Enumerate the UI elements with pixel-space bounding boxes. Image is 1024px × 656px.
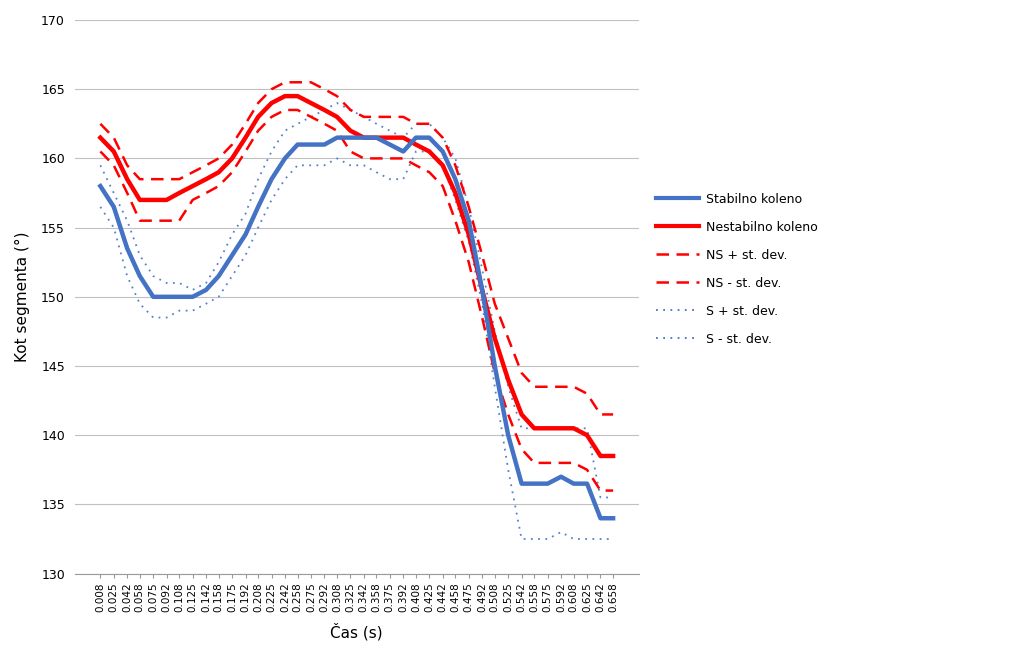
X-axis label: Čas (s): Čas (s) xyxy=(331,623,383,641)
Legend: Stabilno koleno, Nestabilno koleno, NS + st. dev., NS - st. dev., S + st. dev., : Stabilno koleno, Nestabilno koleno, NS +… xyxy=(650,188,822,350)
Y-axis label: Kot segmenta (°): Kot segmenta (°) xyxy=(15,232,30,362)
